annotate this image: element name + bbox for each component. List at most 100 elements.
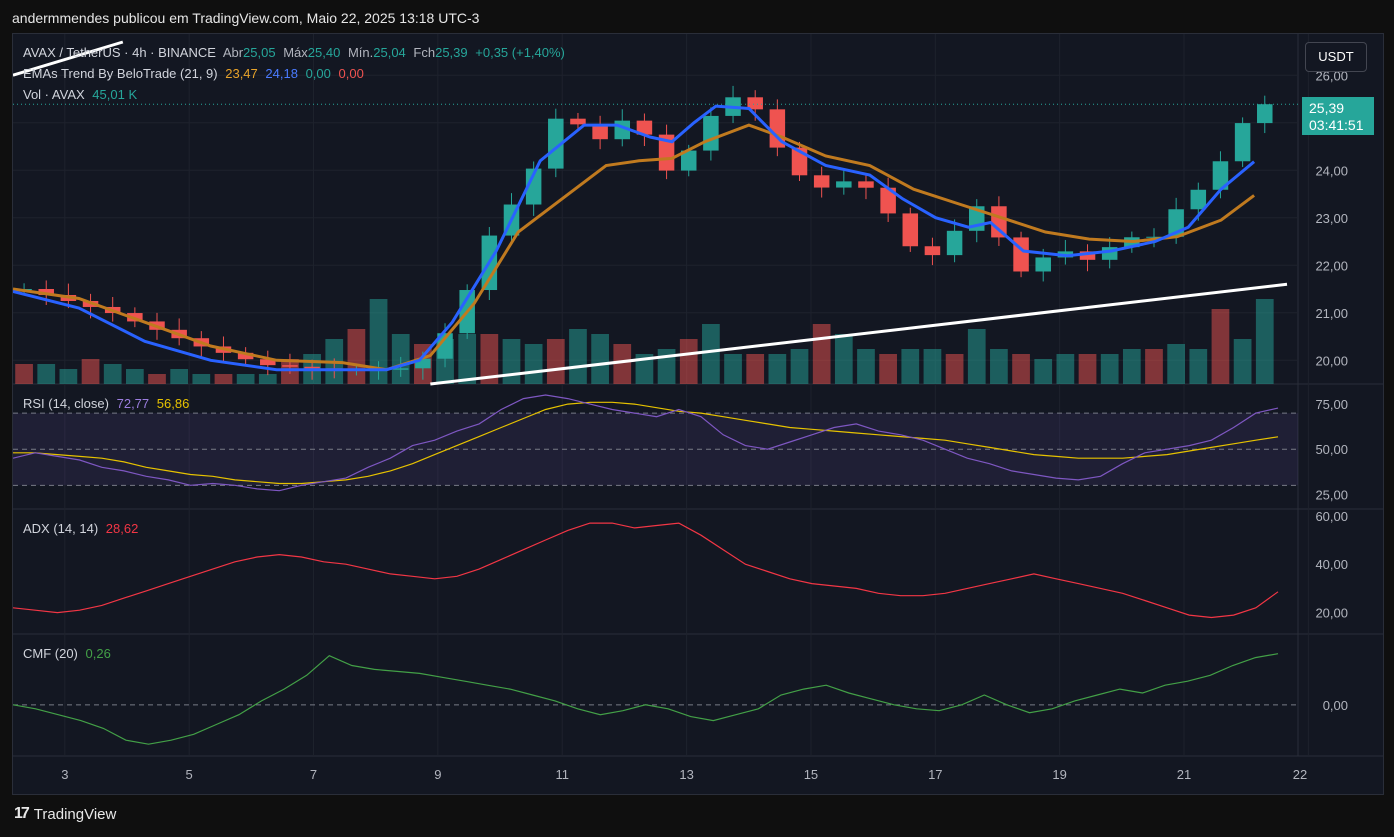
candle-body: [525, 168, 542, 205]
open-value: 25,05: [243, 45, 276, 60]
volume-bar: [857, 349, 875, 384]
change-value: +0,35 (+1,40%): [475, 45, 565, 60]
candle-body: [282, 365, 298, 367]
ema-value-2: 24,18: [265, 66, 298, 81]
adx-indicator-name[interactable]: ADX (14, 14): [23, 521, 99, 536]
high-label: Máx: [283, 45, 308, 60]
support-trendline: [13, 40, 124, 77]
volume-bar: [81, 359, 100, 384]
candle-body: [1190, 189, 1207, 210]
volume-bar: [170, 369, 189, 384]
tradingview-logo[interactable]: 17 TradingView: [14, 805, 116, 823]
volume-indicator-name[interactable]: Vol · AVAX: [23, 87, 85, 102]
volume-bar: [192, 374, 211, 384]
volume-bar: [1189, 349, 1208, 384]
rsi-ma-value: 56,86: [156, 396, 190, 411]
volume-bar: [103, 364, 122, 384]
cmf-value: 0,26: [85, 646, 111, 661]
rsi-tick-label: 75,00: [1315, 397, 1348, 412]
footer-brand: TradingView: [33, 805, 117, 823]
volume-bar: [125, 369, 144, 384]
time-tick-label: 5: [186, 767, 193, 782]
adx-line: [13, 522, 1279, 619]
volume-bar: [369, 299, 388, 384]
volume-bar: [702, 324, 720, 384]
candle-body: [680, 150, 697, 171]
price-tick-label: 21,00: [1315, 306, 1348, 321]
candle-body: [1257, 104, 1273, 124]
volume-bar: [635, 354, 654, 384]
bar-countdown: 03:41:51: [1309, 117, 1364, 133]
currency-button[interactable]: USDT: [1305, 42, 1367, 72]
volume-bar: [1056, 354, 1075, 384]
close-label: Fch: [413, 45, 436, 60]
volume-bar: [679, 339, 698, 384]
volume-value: 45,01 K: [92, 87, 138, 102]
volume-bar: [458, 334, 477, 384]
volume-bar: [1078, 354, 1097, 384]
last-price-badge: 25,39 03:41:51: [1302, 97, 1374, 135]
adx-value: 28,62: [105, 521, 139, 536]
time-tick-label: 9: [434, 767, 441, 782]
candle-body: [880, 187, 896, 214]
volume-bar: [834, 334, 853, 384]
candle-body: [747, 97, 763, 110]
volume-bar: [1211, 309, 1230, 384]
time-tick-label: 19: [1052, 767, 1066, 782]
volume-bar: [1145, 349, 1163, 384]
volume-bar: [746, 354, 765, 384]
candle-body: [260, 359, 276, 366]
candle-body: [592, 124, 608, 140]
time-tick-label: 13: [679, 767, 693, 782]
candle-body: [304, 366, 320, 369]
volume-bar: [569, 329, 587, 384]
cmf-legend: CMF (20) 0,26: [23, 646, 115, 661]
ema-indicator-name[interactable]: EMAs Trend By BeloTrade (21, 9): [23, 66, 218, 81]
volume-bar: [768, 354, 787, 384]
tradingview-logo-icon: 17: [14, 805, 30, 822]
time-tick-label: 11: [555, 767, 569, 782]
volume-bar: [790, 349, 809, 384]
candle-body: [946, 230, 963, 256]
cmf-line: [13, 653, 1279, 745]
volume-bar: [967, 329, 986, 384]
candle-body: [237, 352, 254, 360]
volume-bar: [923, 349, 942, 384]
volume-bar: [724, 354, 742, 384]
candle-body: [1079, 251, 1096, 260]
chart-canvas[interactable]: 26,00 25,00 24,00 23,00 22,00 21,00 20,00 3 5 7 9 1…: [13, 34, 1383, 794]
symbol-name[interactable]: AVAX / TetherUS · 4h · BINANCE: [23, 45, 216, 60]
volume-bar: [1100, 354, 1119, 384]
volume-bar: [148, 374, 166, 384]
adx-tick-label: 20,00: [1315, 606, 1348, 621]
rsi-value: 72,77: [116, 396, 150, 411]
rsi-indicator-name[interactable]: RSI (14, close): [23, 396, 109, 411]
ema-value-3: 0,00: [305, 66, 331, 81]
volume-bar: [1233, 339, 1252, 384]
volume-bar: [1167, 344, 1186, 384]
support-trendline: [430, 282, 1288, 386]
chart-frame[interactable]: 26,00 25,00 24,00 23,00 22,00 21,00 20,00 3 5 7 9 1…: [12, 33, 1384, 795]
high-value: 25,40: [307, 45, 341, 60]
volume-bar: [502, 339, 521, 384]
candle-body: [548, 118, 564, 169]
rsi-line: [13, 394, 1279, 492]
candle-body: [437, 333, 453, 359]
volume-bar: [990, 349, 1008, 384]
low-value: 25,04: [373, 45, 406, 60]
rsi-tick-label: 25,00: [1315, 487, 1348, 502]
price-tick-label: 26,00: [1315, 68, 1348, 83]
rsi-tick-label: 50,00: [1315, 442, 1348, 457]
volume-bar: [15, 364, 33, 384]
cmf-indicator-name[interactable]: CMF (20): [23, 646, 78, 661]
price-tick-label: 20,00: [1315, 353, 1348, 368]
time-tick-label: 7: [310, 767, 317, 782]
volume-bar: [1012, 354, 1030, 384]
price-tick-label: 24,00: [1315, 163, 1348, 178]
candle-body: [38, 289, 54, 295]
volume-bar: [945, 354, 964, 384]
rsi-ma-line: [13, 401, 1279, 485]
volume-bar: [1122, 349, 1141, 384]
candle-body: [415, 358, 431, 369]
candle-body: [924, 246, 941, 256]
